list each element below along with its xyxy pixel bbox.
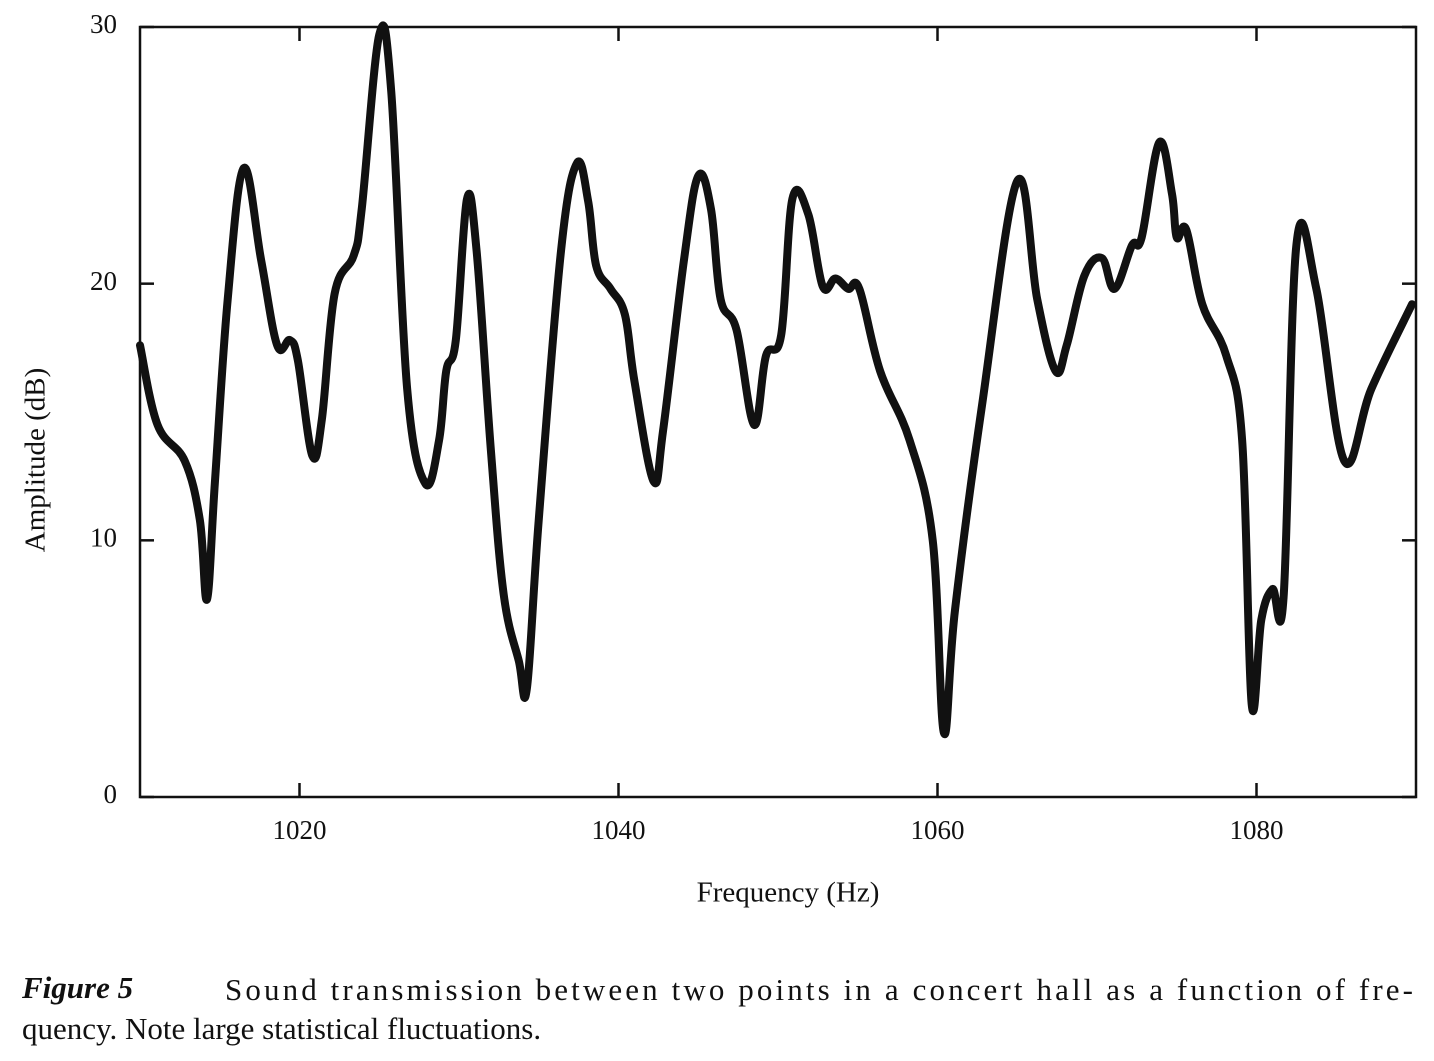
caption-text: Sound transmission between two points in…: [225, 972, 1413, 1007]
y-tick-label: 0: [104, 779, 118, 809]
data-line: [136, 21, 1417, 739]
caption-label: Figure 5: [21, 970, 133, 1005]
y-tick-label: 30: [90, 9, 117, 39]
x-tick-label: 1020: [273, 815, 327, 845]
x-tick-label: 1040: [592, 815, 646, 845]
y-tick-label: 10: [90, 523, 117, 553]
y-axis-label: Amplitude (dB): [20, 368, 52, 552]
caption-text: quency. Note large statistical fluctuati…: [22, 1011, 541, 1046]
x-axis-label: Frequency (Hz): [697, 877, 880, 909]
y-tick-label: 20: [90, 266, 117, 296]
x-tick-label: 1080: [1230, 815, 1284, 845]
plot-frame: [138, 25, 1418, 799]
x-tick-label: 1060: [911, 815, 965, 845]
